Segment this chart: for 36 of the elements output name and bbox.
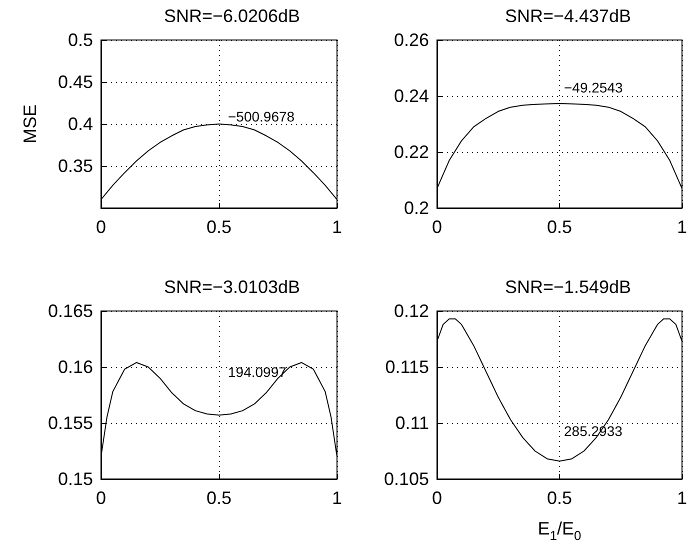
x-tick-label: 1	[676, 488, 687, 508]
y-tick-label: 0.45	[58, 72, 93, 92]
y-tick-label: 0.11	[395, 413, 429, 433]
x-tick-label: 0	[432, 488, 442, 508]
y-tick-label: 0.165	[48, 301, 93, 321]
annotation: −49.2543	[564, 80, 623, 96]
x-tick-label: 1	[332, 488, 342, 508]
annotation: 194.0997	[228, 364, 287, 380]
y-tick-label: 0.22	[394, 142, 429, 162]
x-tick-label: 0	[432, 217, 442, 237]
x-tick-label: 0	[96, 217, 106, 237]
y-tick-label: 0.35	[58, 156, 93, 176]
x-tick-label: 0.5	[206, 488, 232, 508]
y-tick-label: 0.5	[68, 30, 93, 50]
y-tick-label: 0.115	[385, 357, 429, 377]
y-tick-label: 0.26	[394, 30, 429, 50]
x-tick-label: 1	[676, 217, 687, 237]
chart-title: SNR=−6.0206dB	[164, 6, 300, 26]
y-axis-title: MSE	[20, 104, 40, 144]
y-tick-label: 0.155	[48, 413, 93, 433]
y-tick-label: 0.16	[58, 357, 93, 377]
y-tick-label: 0.4	[68, 114, 93, 134]
x-tick-label: 0.5	[206, 217, 232, 237]
chart-title: SNR=−4.437dB	[504, 6, 632, 26]
y-tick-label: 0.2	[404, 198, 429, 218]
x-tick-label: 1	[332, 217, 342, 237]
y-tick-label: 0.12	[394, 301, 429, 321]
x-tick-label: 0.5	[546, 217, 572, 237]
y-tick-label: 0.15	[58, 469, 93, 489]
x-tick-label: 0.5	[546, 488, 572, 508]
y-tick-label: 0.24	[394, 86, 429, 106]
y-tick-label: 0.105	[384, 469, 429, 489]
chart-title: SNR=−1.549dB	[504, 277, 632, 297]
annotation: −500.9678	[228, 108, 295, 124]
chart-title: SNR=−3.0103dB	[164, 277, 300, 297]
x-tick-label: 0	[96, 488, 106, 508]
